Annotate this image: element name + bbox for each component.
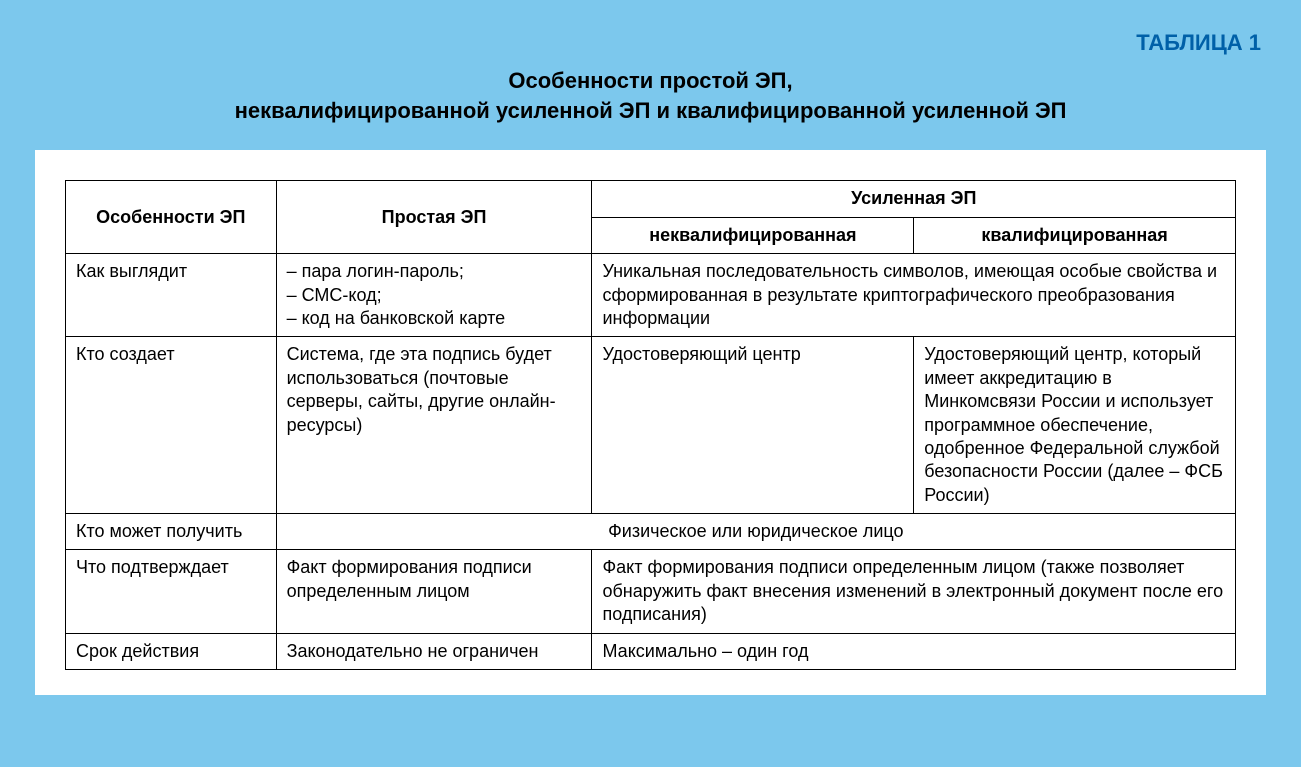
row3-label: Кто может получить (66, 514, 277, 550)
title-line2: неквалифицированной усиленной ЭП и квали… (235, 98, 1067, 123)
row5-simple: Законодательно не ограничен (276, 633, 592, 669)
row3-all: Физическое или юридическое лицо (276, 514, 1235, 550)
row1-enhanced: Уникальная последовательность символов, … (592, 254, 1236, 337)
row2-label: Кто создает (66, 337, 277, 514)
header-features: Особенности ЭП (66, 181, 277, 254)
table-container: Особенности ЭП Простая ЭП Усиленная ЭП н… (35, 150, 1266, 695)
table-row: Срок действия Законодательно не ограниче… (66, 633, 1236, 669)
table-number-label: ТАБЛИЦА 1 (35, 30, 1266, 56)
row5-label: Срок действия (66, 633, 277, 669)
table-row: Кто может получить Физическое или юридич… (66, 514, 1236, 550)
row2-simple: Система, где эта подпись будет использов… (276, 337, 592, 514)
row4-label: Что подтверждает (66, 550, 277, 633)
title-line1: Особенности простой ЭП, (508, 68, 792, 93)
header-qualified: квалифицированная (914, 217, 1236, 253)
outer-container: ТАБЛИЦА 1 Особенности простой ЭП, неквал… (0, 0, 1301, 767)
table-row: Кто создает Система, где эта подпись буд… (66, 337, 1236, 514)
header-simple: Простая ЭП (276, 181, 592, 254)
row1-label: Как выглядит (66, 254, 277, 337)
table-row: Как выглядит – пара логин-пароль;– СМС-к… (66, 254, 1236, 337)
header-enhanced-group: Усиленная ЭП (592, 181, 1236, 217)
row2-unqualified: Удостоверяющий центр (592, 337, 914, 514)
header-unqualified: неквалифицированная (592, 217, 914, 253)
row2-qualified: Удостоверяющий центр, который имеет аккр… (914, 337, 1236, 514)
row5-enhanced: Максимально – один год (592, 633, 1236, 669)
features-table: Особенности ЭП Простая ЭП Усиленная ЭП н… (65, 180, 1236, 670)
row4-simple: Факт формирования подписи определенным л… (276, 550, 592, 633)
title: Особенности простой ЭП, неквалифицирован… (35, 66, 1266, 125)
table-row: Что подтверждает Факт формирования подпи… (66, 550, 1236, 633)
row1-simple: – пара логин-пароль;– СМС-код;– код на б… (276, 254, 592, 337)
row4-enhanced: Факт формирования подписи определенным л… (592, 550, 1236, 633)
